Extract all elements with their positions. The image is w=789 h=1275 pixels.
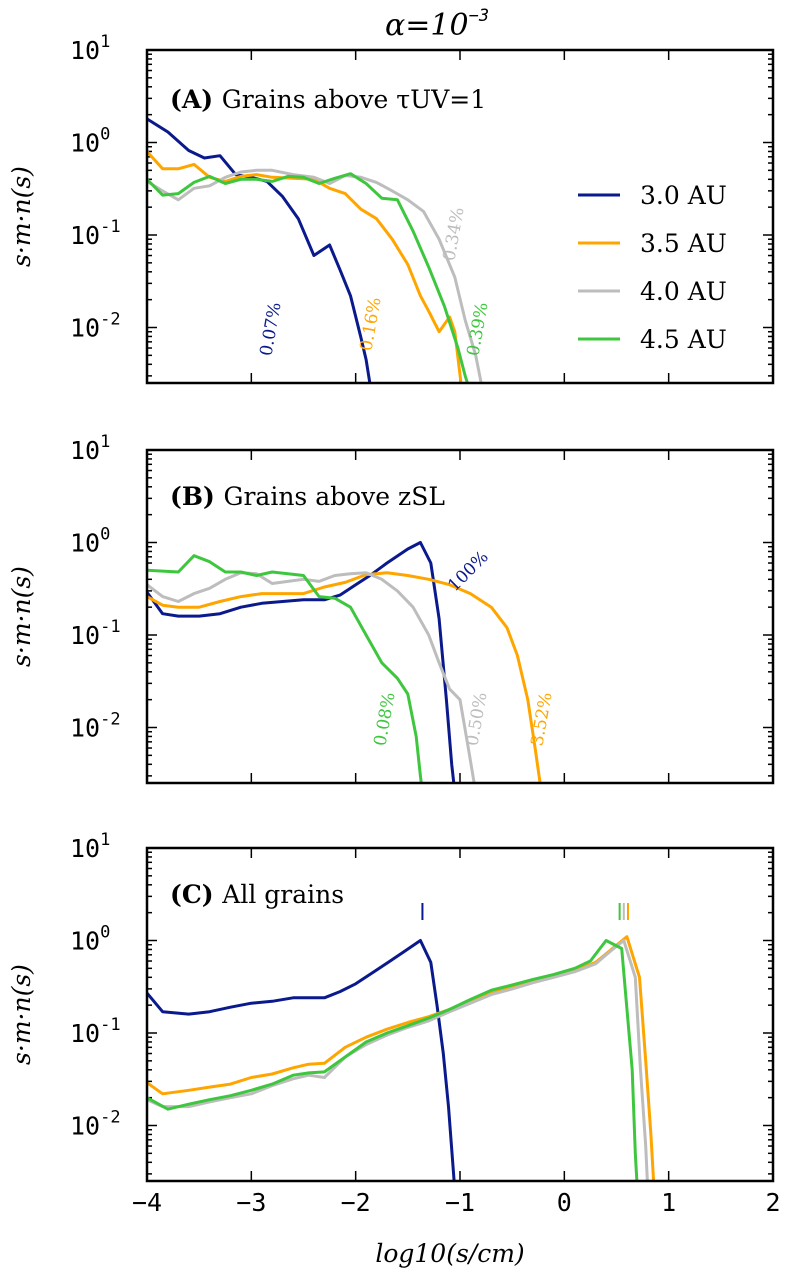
panel-A: 101 100 10-1 10-2 s·m·n(s) 0.07% 0.16% 0.34% 0.3… (7, 32, 775, 385)
x-axis-label: log10(s/cm) (375, 1239, 524, 1268)
annotation-label: 100% (444, 547, 493, 596)
series-line-4_0-AU (147, 939, 649, 1181)
plot-frame (145, 846, 775, 1183)
series-line-3_0-AU (147, 939, 456, 1181)
x-tick-label: −1 (445, 1188, 475, 1217)
annotation-label: 3.52% (528, 691, 557, 748)
panel-C: 101 100 10-1 10-2 −4 −3 −2 −1 0 1 2 s·m·n(s) (C) All… (7, 830, 781, 1217)
series-group (147, 117, 483, 383)
legend-label: 3.0 AU (640, 181, 727, 210)
x-tick-label: −2 (341, 1188, 371, 1217)
panel-B: 101 100 10-1 10-2 s·m·n(s) 100% 3.52% 0.50% 0.08… (7, 432, 775, 785)
figure-title: α=10−3 (385, 6, 489, 43)
legend: 3.0 AU 3.5 AU 4.0 AU 4.5 AU (578, 181, 727, 354)
series-line-3_5-AU (147, 935, 656, 1181)
series-group (147, 935, 656, 1181)
x-tick-label: 1 (661, 1188, 676, 1217)
y-tick-label: 10-2 (70, 310, 121, 343)
y-tick-label: 10-2 (70, 1108, 121, 1141)
x-tick-label: −3 (236, 1188, 266, 1217)
y-tick-label: 100 (70, 923, 110, 956)
y-axis-label: s·m·n(s) (7, 964, 36, 1065)
legend-label: 4.0 AU (640, 277, 727, 306)
annotation-label: 0.16% (357, 296, 386, 353)
series-line-3_5-AU (147, 150, 463, 383)
plot-frame (145, 48, 775, 385)
series-line-4_0-AU (147, 571, 476, 783)
panel-title: (B) Grains above zSL (170, 482, 445, 511)
series-line-3_0-AU (147, 541, 456, 783)
plot-frame (145, 448, 775, 785)
series-line-4_5-AU (147, 172, 470, 383)
series-line-4_5-AU (147, 939, 639, 1181)
legend-label: 4.5 AU (640, 325, 727, 354)
annotation-label: 0.39% (464, 301, 493, 358)
panels-group: 101 100 10-1 10-2 s·m·n(s) 0.07% 0.16% 0.34% 0.3… (7, 32, 781, 1217)
y-tick-label: 10-1 (70, 617, 121, 650)
legend-label: 3.5 AU (640, 229, 727, 258)
y-tick-label: 10-1 (70, 1015, 121, 1048)
y-axis-label: s·m·n(s) (7, 566, 36, 667)
series-line-3_5-AU (147, 571, 542, 783)
series-line-3_0-AU (147, 117, 372, 383)
annotation-label: 0.08% (371, 691, 400, 748)
y-tick-label: 10-1 (70, 217, 121, 250)
x-tick-label: 0 (557, 1188, 572, 1217)
series-group (147, 541, 542, 783)
y-tick-label: 100 (70, 525, 110, 558)
y-tick-label: 101 (70, 432, 110, 465)
x-tick-label: −4 (132, 1188, 162, 1217)
y-axis-label: s·m·n(s) (7, 166, 36, 267)
panel-title: (A) Grains above τUV=1 (170, 85, 486, 114)
y-tick-label: 10-2 (70, 710, 121, 743)
panel-title: (C) All grains (170, 880, 344, 909)
series-line-4_5-AU (147, 554, 423, 783)
y-tick-label: 100 (70, 125, 110, 158)
y-tick-label: 101 (70, 830, 110, 863)
annotation-label: 0.34% (440, 206, 469, 263)
series-line-4_0-AU (147, 168, 483, 383)
x-tick-label: 2 (765, 1188, 780, 1217)
y-tick-label: 101 (70, 32, 110, 65)
annotation-label: 0.07% (257, 301, 286, 358)
annotation-label: 0.50% (463, 691, 492, 748)
